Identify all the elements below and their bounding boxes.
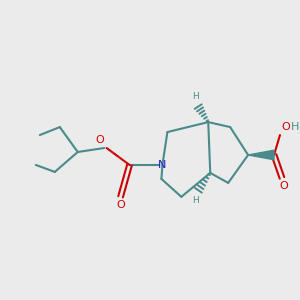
Text: O: O <box>116 200 125 210</box>
Text: H: H <box>192 92 199 101</box>
Text: H: H <box>290 122 299 132</box>
Text: N: N <box>158 160 166 170</box>
Text: O: O <box>281 122 290 132</box>
Text: O: O <box>279 181 288 191</box>
Text: O: O <box>95 135 103 145</box>
Polygon shape <box>248 150 274 160</box>
Text: H: H <box>192 196 199 205</box>
